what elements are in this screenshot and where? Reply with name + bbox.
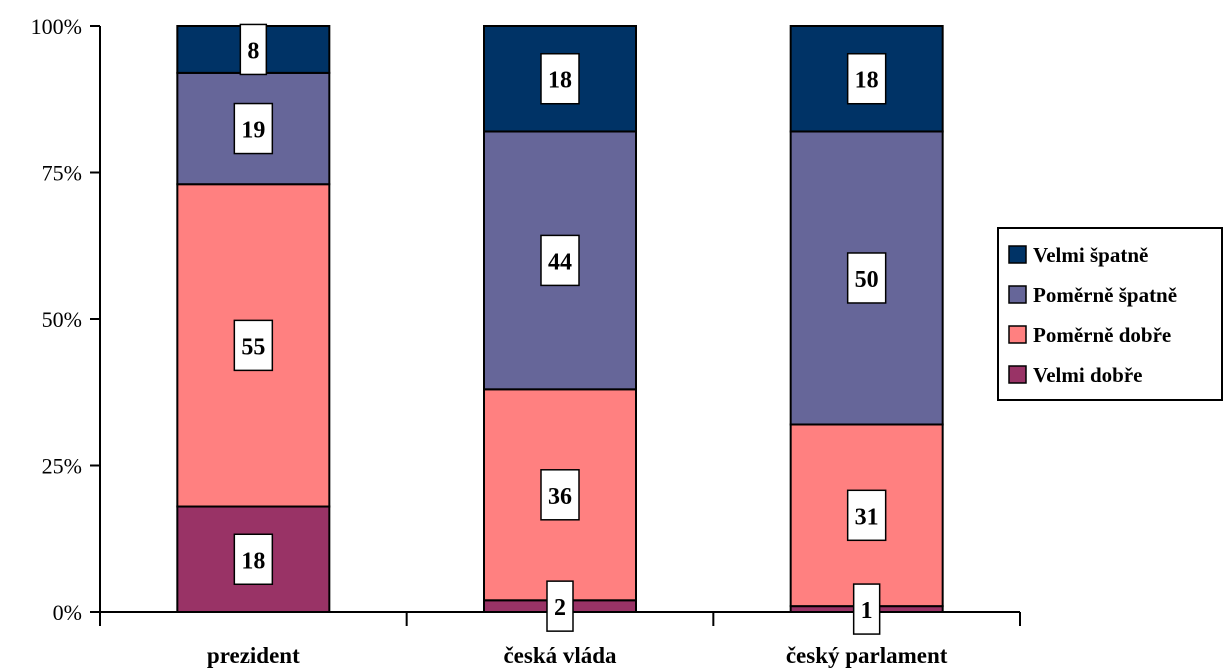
x-category-label: česká vláda (503, 643, 617, 668)
data-label: 19 (233, 102, 274, 155)
data-label-text: 31 (855, 504, 879, 530)
legend-box (997, 227, 1223, 401)
data-label-box (233, 319, 274, 372)
data-label: 44 (540, 234, 580, 287)
data-label: 2 (546, 580, 574, 632)
legend-label: Poměrně dobře (1033, 323, 1171, 347)
bars-layer (176, 25, 944, 614)
data-label: 18 (846, 52, 887, 105)
data-label-box (540, 52, 580, 105)
data-label-text: 18 (855, 68, 879, 94)
data-label-box (540, 469, 580, 521)
data-label: 55 (233, 319, 274, 372)
legend-label: Velmi špatně (1033, 243, 1148, 267)
data-label-box (546, 580, 574, 632)
legend-swatch (1008, 325, 1027, 344)
data-label-box (852, 583, 881, 635)
data-label-text: 36 (548, 484, 572, 510)
data-labels-layer: 18 55 19 8 2 36 44 18 1 31 50 18 (233, 23, 887, 635)
data-label: 18 (233, 533, 274, 586)
data-label-box (239, 23, 268, 76)
legend-label: Velmi dobře (1033, 363, 1142, 387)
y-tick-label: 0% (53, 600, 82, 625)
legend: Velmi špatně Poměrně špatně Poměrně dobře V… (997, 227, 1223, 401)
legend-swatch (1008, 245, 1027, 264)
data-label-box (540, 234, 580, 287)
data-label: 18 (540, 52, 580, 105)
y-tick-label: 25% (42, 454, 82, 479)
data-label-text: 55 (241, 334, 265, 360)
data-label-text: 19 (241, 118, 265, 144)
data-label-text: 44 (548, 249, 572, 275)
y-tick-label: 75% (42, 161, 82, 186)
data-label-text: 2 (554, 595, 566, 621)
y-tick-label: 100% (31, 14, 82, 39)
x-category-label: český parlament (786, 643, 948, 668)
data-label-box (233, 533, 274, 586)
axes-layer: 0% 25% 50% 75% 100% prezident česká vláda český… (31, 14, 1021, 668)
data-label-text: 1 (861, 598, 873, 624)
data-label-text: 50 (855, 267, 879, 293)
y-tick-label: 50% (42, 307, 82, 332)
data-label: 36 (540, 469, 580, 521)
data-label-text: 18 (241, 548, 265, 574)
data-label-box (846, 489, 887, 542)
data-label: 1 (852, 583, 881, 635)
data-label-box (233, 102, 274, 155)
legend-swatch (1008, 365, 1027, 384)
data-label-text: 18 (548, 68, 572, 94)
legend-label: Poměrně špatně (1033, 283, 1177, 307)
data-label-text: 8 (247, 38, 259, 64)
data-label: 8 (239, 23, 268, 76)
legend-swatch (1008, 285, 1027, 304)
data-label-box (846, 52, 887, 105)
x-category-label: prezident (207, 643, 300, 668)
data-label: 50 (846, 252, 887, 304)
data-label: 31 (846, 489, 887, 542)
data-label-box (846, 252, 887, 304)
